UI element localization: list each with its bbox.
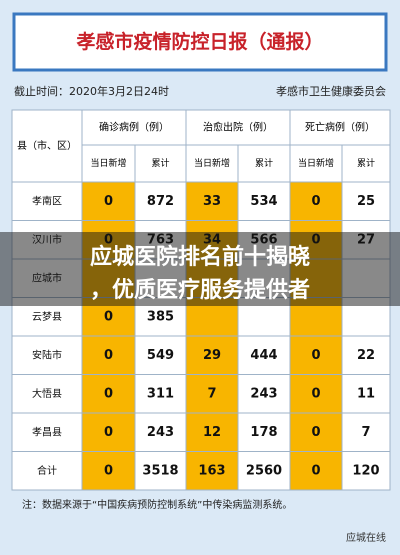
cell-value: 444 [250,348,277,363]
issuer: 孝感市卫生健康委员会 [276,84,386,98]
cell-value: 0 [104,425,113,440]
cell-value: 0 [311,386,320,401]
cell-value: 549 [147,348,174,363]
cell-value: 29 [203,348,221,363]
sub-header: 累计 [151,157,169,169]
table-cell [237,374,291,414]
cell-value: 385 [147,309,174,324]
table-cell [341,335,391,375]
cell-value: 7 [361,425,370,440]
table-cell [289,374,343,414]
sub-header: 累计 [255,157,273,169]
overlay-text: 应城医院排名前十揭晓 [90,244,310,270]
cell-value: 0 [104,194,113,209]
table-cell [289,451,343,491]
table-cell [11,335,83,375]
cell-value: 33 [203,194,221,209]
table-cell [134,181,187,221]
sub-header: 当日新增 [90,157,126,169]
cell-value: 2560 [246,463,282,478]
overlay-band [0,232,400,306]
table-cell [11,181,83,221]
table-cell [81,374,136,414]
table-cell [237,335,291,375]
table-cell [289,412,343,452]
sub-header: 当日新增 [194,157,230,169]
cell-value: 0 [104,463,113,478]
row-label: 安陆市 [32,348,62,361]
header-cell [341,144,391,183]
watermark: 应城在线 [346,531,386,544]
header-cell [11,109,83,183]
cell-value: 0 [104,309,113,324]
title: 孝感市疫情防控日报（通报） [76,30,323,53]
table-cell [11,412,83,452]
table-cell [341,451,391,491]
table-cell [81,451,136,491]
cell-value: 0 [311,194,320,209]
footnote: 注：数据来源于“中国疾病预防控制系统”中传染病监测系统。 [22,498,292,511]
row-label: 合计 [37,464,57,477]
group-header: 治愈出院（例） [203,121,273,134]
cell-value: 163 [198,463,225,478]
table-cell [81,412,136,452]
cell-value: 534 [250,194,277,209]
cell-value: 0 [311,425,320,440]
cell-value: 7 [207,386,216,401]
table-cell [185,412,239,452]
cell-value: 0 [311,348,320,363]
cell-value: 872 [147,194,174,209]
header-cell [81,109,187,146]
cell-value: 178 [250,425,277,440]
cell-value: 25 [357,194,375,209]
cell-value: 0 [104,348,113,363]
group-header: 死亡病例（例） [305,121,375,134]
header-cell [81,144,136,183]
row-label: 云梦县 [32,311,62,323]
table-cell [341,374,391,414]
table-cell [341,412,391,452]
table-cell [237,451,291,491]
sub-header: 累计 [357,157,375,169]
group-header: 确诊病例（例） [99,121,169,134]
cell-value: 243 [147,425,174,440]
cell-value: 12 [203,425,221,440]
table-cell [185,451,239,491]
cell-value: 22 [357,348,375,363]
overlay-text: ，优质医疗服务提供者 [90,277,310,303]
table-cell [134,451,187,491]
cell-value: 243 [250,386,277,401]
sub-header: 当日新增 [298,157,334,169]
row-label: 大悟县 [32,387,62,400]
cell-value: 120 [352,463,379,478]
cell-value: 0 [311,463,320,478]
cell-value: 0 [104,386,113,401]
header-cell [289,144,343,183]
row-label: 孝昌县 [32,426,62,438]
time: 截止时间：2020年3月2日24时 [14,84,169,98]
title-banner [12,12,388,72]
table-cell [237,412,291,452]
table-cell [237,181,291,221]
cell-value: 11 [357,386,375,401]
row-label: 孝南区 [32,194,62,207]
table-cell [341,181,391,221]
header-cell [185,144,239,183]
table-cell [11,451,83,491]
table-cell [289,181,343,221]
table-cell [134,335,187,375]
cell-value: 311 [147,386,174,401]
corner-header: 县（市、区） [17,139,77,152]
table-cell [134,374,187,414]
cell-value: 3518 [142,463,178,478]
